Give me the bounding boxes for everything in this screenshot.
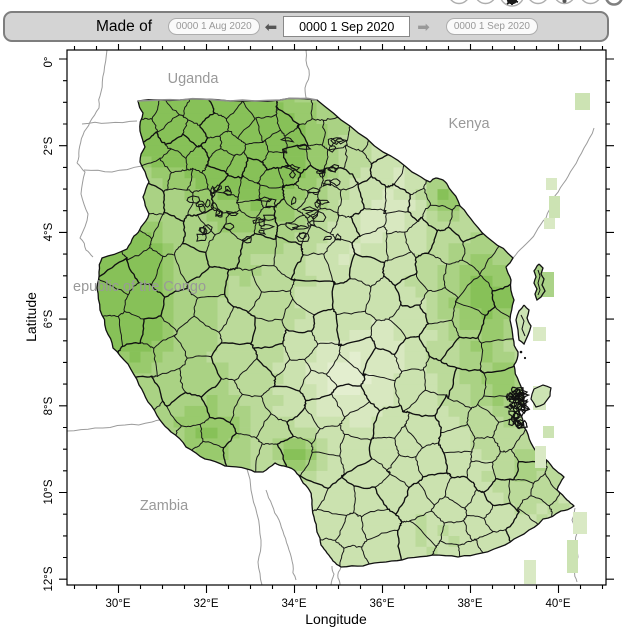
svg-text:Kenya: Kenya xyxy=(448,116,490,132)
svg-text:Latitude: Latitude xyxy=(23,292,39,342)
svg-text:0°: 0° xyxy=(43,57,55,68)
svg-text:4°S: 4°S xyxy=(43,222,55,241)
svg-text:10°S: 10°S xyxy=(43,479,55,504)
svg-text:8°S: 8°S xyxy=(43,396,55,415)
svg-text:2°S: 2°S xyxy=(43,136,55,155)
svg-text:epublic of the Congo: epublic of the Congo xyxy=(73,279,206,295)
svg-text:Longitude: Longitude xyxy=(305,611,367,627)
svg-text:Zambia: Zambia xyxy=(140,498,189,514)
svg-text:6°S: 6°S xyxy=(43,309,55,328)
svg-text:38°E: 38°E xyxy=(457,598,482,610)
svg-text:34°E: 34°E xyxy=(281,598,306,610)
svg-text:Uganda: Uganda xyxy=(168,71,220,87)
svg-text:30°E: 30°E xyxy=(105,598,130,610)
svg-text:36°E: 36°E xyxy=(369,598,394,610)
svg-text:40°E: 40°E xyxy=(545,598,570,610)
svg-text:32°E: 32°E xyxy=(193,598,218,610)
svg-text:12°S: 12°S xyxy=(43,566,55,591)
